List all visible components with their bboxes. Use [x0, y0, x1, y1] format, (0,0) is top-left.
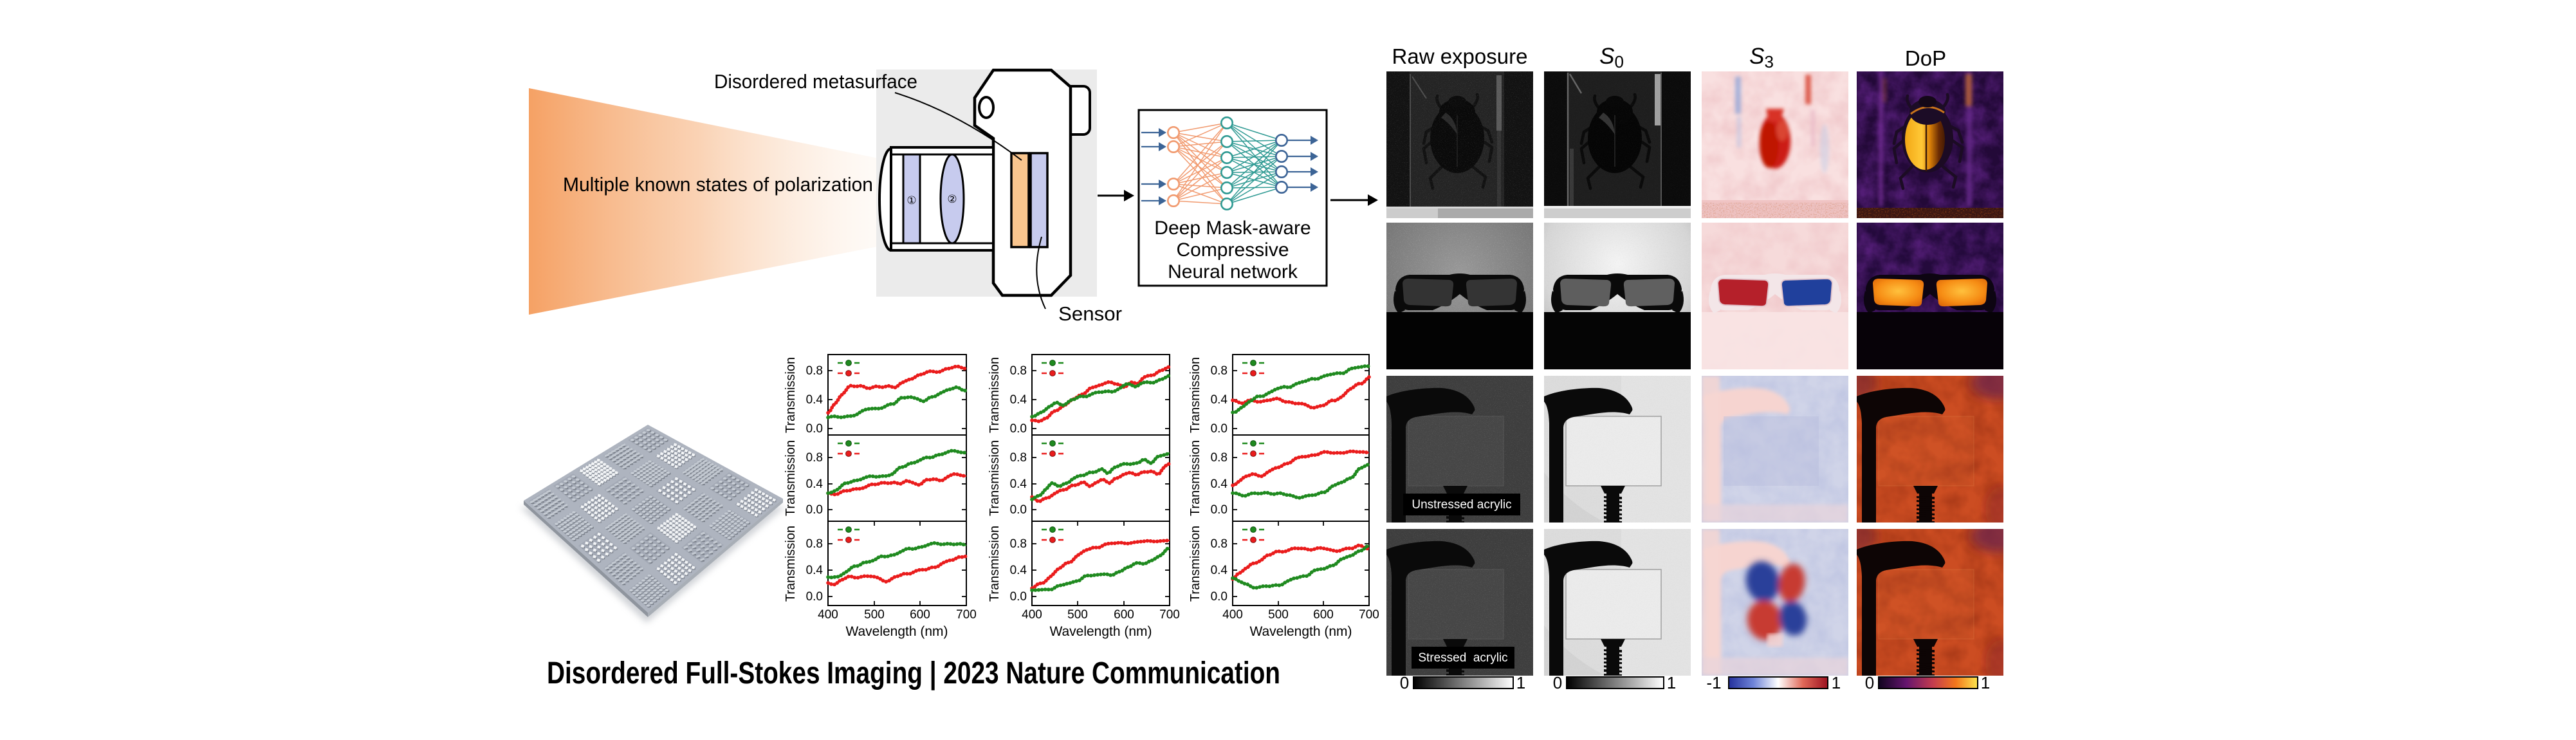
svg-text:400: 400 [1022, 608, 1042, 622]
svg-text:0.8: 0.8 [806, 537, 823, 551]
svg-text:0.0: 0.0 [1010, 590, 1027, 604]
svg-text:0.8: 0.8 [1010, 451, 1027, 465]
svg-text:②: ② [947, 193, 957, 205]
svg-text:Raw exposure: Raw exposure [1392, 44, 1528, 68]
svg-text:700: 700 [956, 608, 977, 622]
svg-text:0.8: 0.8 [806, 364, 823, 378]
svg-text:500: 500 [1067, 608, 1088, 622]
svg-text:1: 1 [1832, 673, 1841, 692]
svg-text:0.0: 0.0 [806, 503, 823, 517]
svg-text:Wavelength (nm): Wavelength (nm) [1249, 624, 1352, 639]
svg-text:Transmission: Transmission [784, 440, 798, 516]
svg-text:0: 0 [1400, 673, 1409, 692]
svg-text:500: 500 [1268, 608, 1289, 622]
svg-text:Unstressed acrylic: Unstressed acrylic [1412, 498, 1511, 512]
svg-text:0.0: 0.0 [806, 590, 823, 604]
svg-text:Transmission: Transmission [1188, 526, 1202, 602]
svg-text:Sensor: Sensor [1058, 303, 1122, 325]
svg-text:0.0: 0.0 [1211, 422, 1228, 436]
svg-text:0.8: 0.8 [1211, 364, 1228, 378]
svg-text:S0: S0 [1599, 44, 1624, 71]
svg-text:0.8: 0.8 [806, 451, 823, 465]
svg-text:400: 400 [818, 608, 838, 622]
svg-text:DoP: DoP [1905, 46, 1946, 70]
svg-text:S3: S3 [1749, 44, 1774, 71]
svg-text:400: 400 [1222, 608, 1243, 622]
svg-text:-1: -1 [1706, 673, 1721, 692]
svg-text:Transmission: Transmission [988, 440, 1002, 516]
svg-text:Transmission: Transmission [1188, 357, 1202, 433]
svg-text:Disordered Full-Stokes Imaging: Disordered Full-Stokes Imaging | 2023 Na… [547, 656, 1280, 690]
svg-text:0.4: 0.4 [1010, 564, 1027, 577]
svg-text:600: 600 [1114, 608, 1134, 622]
svg-text:700: 700 [1159, 608, 1180, 622]
svg-text:0: 0 [1865, 673, 1874, 692]
svg-text:0.0: 0.0 [1010, 503, 1027, 517]
svg-text:0.4: 0.4 [1010, 477, 1027, 491]
svg-text:0.4: 0.4 [806, 564, 823, 577]
svg-text:Compressive: Compressive [1176, 239, 1289, 261]
svg-text:Wavelength (nm): Wavelength (nm) [845, 624, 948, 639]
svg-text:Wavelength (nm): Wavelength (nm) [1049, 624, 1152, 639]
svg-text:Transmission: Transmission [784, 357, 798, 433]
svg-text:1: 1 [1981, 673, 1990, 692]
svg-text:①: ① [906, 194, 916, 207]
svg-text:Transmission: Transmission [1188, 440, 1202, 516]
svg-text:0.4: 0.4 [1211, 393, 1228, 407]
svg-text:0.8: 0.8 [1010, 364, 1027, 378]
svg-text:0.0: 0.0 [1211, 503, 1228, 517]
svg-text:Transmission: Transmission [988, 357, 1002, 433]
svg-text:Neural network: Neural network [1168, 261, 1298, 282]
svg-text:700: 700 [1359, 608, 1379, 622]
svg-text:Stressed acrylic: Stressed acrylic [1418, 651, 1507, 665]
svg-text:Multiple known states of polar: Multiple known states of polarization [563, 174, 873, 196]
svg-text:0.8: 0.8 [1211, 537, 1228, 551]
svg-text:0.4: 0.4 [1010, 393, 1027, 407]
svg-text:600: 600 [910, 608, 930, 622]
svg-text:0.4: 0.4 [806, 393, 823, 407]
svg-text:Transmission: Transmission [988, 526, 1002, 602]
svg-text:0.8: 0.8 [1010, 537, 1027, 551]
svg-text:Transmission: Transmission [784, 526, 798, 602]
svg-text:0.0: 0.0 [806, 422, 823, 436]
svg-text:Disordered metasurface: Disordered metasurface [714, 71, 917, 93]
svg-text:0.4: 0.4 [1211, 477, 1228, 491]
svg-text:Deep Mask-aware: Deep Mask-aware [1154, 217, 1311, 239]
svg-text:1: 1 [1667, 673, 1676, 692]
svg-text:0: 0 [1553, 673, 1562, 692]
svg-text:600: 600 [1313, 608, 1334, 622]
svg-text:500: 500 [864, 608, 885, 622]
svg-text:0.4: 0.4 [1211, 564, 1228, 577]
svg-text:0.0: 0.0 [1010, 422, 1027, 436]
svg-text:1: 1 [1516, 673, 1525, 692]
svg-text:0.0: 0.0 [1211, 590, 1228, 604]
svg-text:0.8: 0.8 [1211, 451, 1228, 465]
svg-text:0.4: 0.4 [806, 477, 823, 491]
